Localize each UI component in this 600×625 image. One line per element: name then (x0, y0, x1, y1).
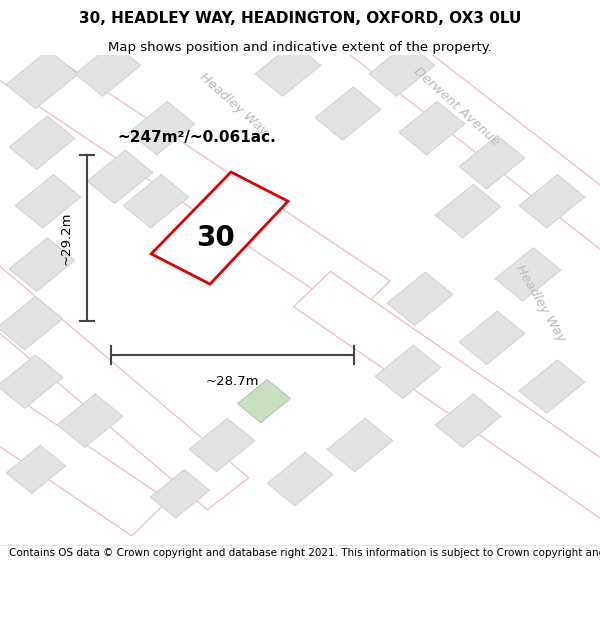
Polygon shape (123, 174, 189, 228)
Polygon shape (15, 174, 81, 228)
Text: ~247m²/~0.061ac.: ~247m²/~0.061ac. (117, 131, 276, 146)
Polygon shape (151, 469, 209, 518)
Polygon shape (387, 272, 453, 326)
Polygon shape (0, 12, 390, 317)
Polygon shape (189, 418, 255, 472)
Text: 30, HEADLEY WAY, HEADINGTON, OXFORD, OX3 0LU: 30, HEADLEY WAY, HEADINGTON, OXFORD, OX3… (79, 11, 521, 26)
Polygon shape (435, 394, 501, 448)
Text: Map shows position and indicative extent of the property.: Map shows position and indicative extent… (108, 41, 492, 54)
Text: Contains OS data © Crown copyright and database right 2021. This information is : Contains OS data © Crown copyright and d… (9, 548, 600, 558)
Polygon shape (369, 43, 435, 96)
Polygon shape (9, 238, 75, 291)
Polygon shape (459, 311, 525, 364)
Polygon shape (57, 394, 123, 448)
Text: 30: 30 (197, 224, 235, 252)
Polygon shape (340, 14, 600, 257)
Polygon shape (519, 174, 585, 228)
Polygon shape (0, 379, 168, 536)
Polygon shape (327, 418, 393, 472)
Polygon shape (238, 379, 290, 423)
Polygon shape (267, 452, 333, 506)
Polygon shape (0, 296, 63, 350)
Polygon shape (87, 150, 153, 204)
Polygon shape (435, 184, 501, 238)
Polygon shape (293, 271, 600, 526)
Text: ~28.7m: ~28.7m (206, 375, 259, 388)
Polygon shape (9, 116, 75, 169)
Polygon shape (75, 43, 141, 96)
Polygon shape (151, 172, 288, 284)
Polygon shape (375, 345, 441, 399)
Polygon shape (519, 360, 585, 413)
Polygon shape (7, 445, 65, 494)
Text: Derwent Avenue: Derwent Avenue (410, 64, 502, 148)
Polygon shape (315, 87, 381, 140)
Text: Headley Way: Headley Way (512, 262, 568, 344)
Polygon shape (6, 50, 78, 109)
Polygon shape (255, 43, 321, 96)
Polygon shape (399, 101, 465, 155)
Polygon shape (495, 248, 561, 301)
Polygon shape (0, 258, 248, 510)
Polygon shape (129, 101, 195, 155)
Text: Headley Way: Headley Way (197, 70, 271, 138)
Polygon shape (0, 355, 63, 408)
Text: ~29.2m: ~29.2m (59, 211, 73, 264)
Polygon shape (459, 136, 525, 189)
